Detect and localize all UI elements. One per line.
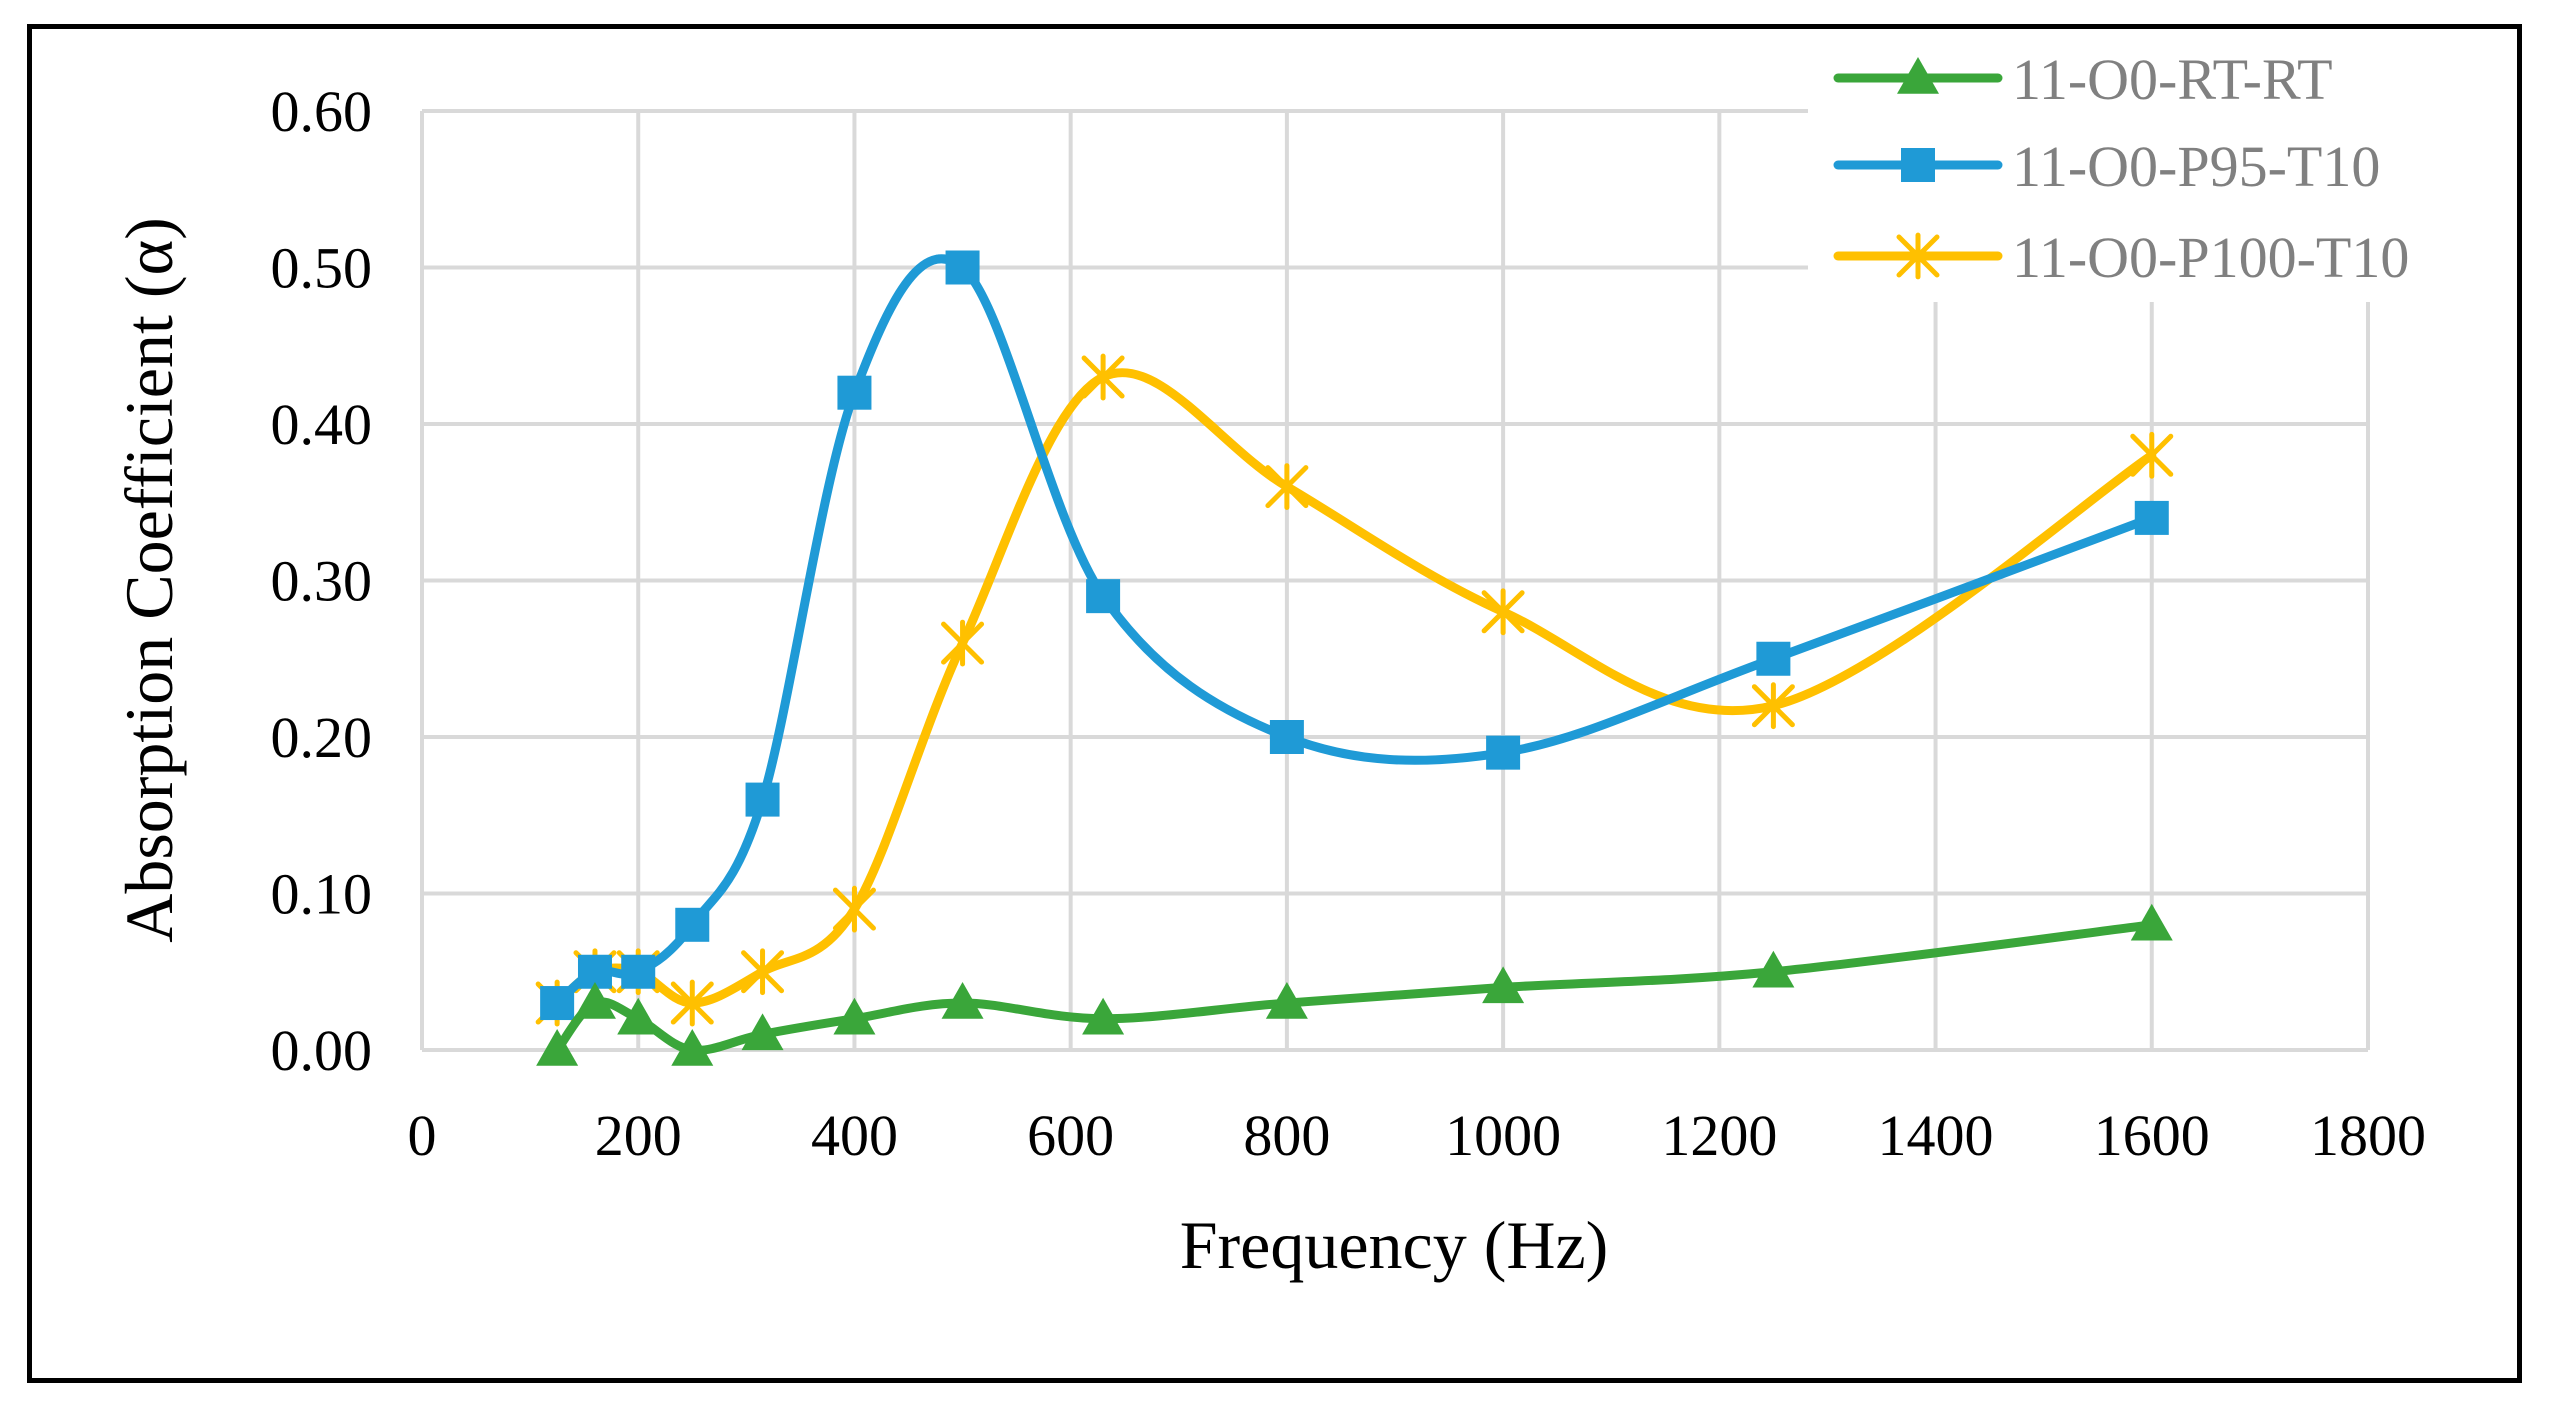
- x-tick-label: 400: [811, 1103, 898, 1168]
- data-point-triangle: [671, 1029, 714, 1066]
- y-tick-label: 0.50: [271, 236, 373, 301]
- data-point-star: [1481, 588, 1525, 636]
- legend-label: 11-O0-RT-RT: [2012, 47, 2333, 112]
- data-point-triangle: [536, 1029, 579, 1066]
- series-line: [552, 920, 2157, 1055]
- data-point-triangle: [833, 997, 876, 1035]
- data-point-triangle: [1265, 982, 1308, 1019]
- data-point-triangle: [741, 1013, 784, 1051]
- data-point-star: [670, 979, 714, 1027]
- data-point-triangle: [1752, 950, 1795, 988]
- y-tick-label: 0.60: [271, 79, 373, 144]
- legend-label: 11-O0-P95-T10: [2012, 134, 2380, 199]
- data-point-square: [1756, 641, 1791, 676]
- legend-item: 11-O0-P100-T10: [1833, 225, 2409, 290]
- data-point-square: [1086, 579, 1121, 614]
- series-p100-t10: [535, 353, 2174, 1027]
- y-tick-label: 0.00: [271, 1018, 373, 1083]
- data-point-square: [945, 250, 980, 285]
- x-tick-label: 200: [595, 1103, 682, 1168]
- y-tick-label: 0.20: [271, 705, 373, 770]
- data-point-star: [1751, 682, 1795, 730]
- data-point-square: [1269, 720, 1304, 754]
- data-point-square: [837, 375, 872, 410]
- x-tick-label: 800: [1243, 1103, 1330, 1168]
- data-point-star: [1081, 353, 1125, 401]
- series-rt-rt: [536, 903, 2173, 1066]
- data-point-star: [2130, 431, 2174, 479]
- x-tick-labels: 0 200 400 600 800 1000 1200 1400 1600 1800: [408, 1103, 2427, 1168]
- data-point-star: [1265, 463, 1309, 510]
- y-tick-label: 0.10: [271, 862, 373, 927]
- data-point-triangle: [2130, 903, 2173, 941]
- y-axis-label: Absorption Coefficient (α): [111, 217, 187, 943]
- data-point-triangle: [573, 982, 616, 1019]
- series-p95-t10: [540, 250, 2169, 1021]
- x-tick-label: 0: [408, 1103, 437, 1168]
- y-tick-label: 0.30: [271, 549, 373, 614]
- data-point-star: [741, 948, 785, 996]
- data-point-square: [621, 954, 656, 989]
- data-point-square: [540, 986, 575, 1021]
- legend: 11-O0-RT-RT 11-O0-P95-T10 11-O0-P100-T10: [1808, 32, 2508, 302]
- x-tick-label: 1200: [1661, 1103, 1777, 1168]
- x-tick-label: 1000: [1445, 1103, 1561, 1168]
- data-point-star: [1896, 232, 1940, 280]
- data-point-square: [2134, 500, 2169, 535]
- legend-item: 11-O0-P95-T10: [1833, 134, 2380, 199]
- x-tick-label: 1800: [2310, 1103, 2426, 1168]
- x-tick-label: 1400: [1878, 1103, 1994, 1168]
- x-tick-label: 1600: [2094, 1103, 2210, 1168]
- y-tick-label: 0.40: [271, 392, 373, 457]
- data-point-star: [832, 885, 876, 933]
- data-point-triangle: [1482, 966, 1525, 1004]
- series-group: [535, 250, 2174, 1066]
- data-point-triangle: [941, 982, 984, 1019]
- legend-label: 11-O0-P100-T10: [2012, 225, 2409, 290]
- x-axis-label: Frequency (Hz): [1180, 1207, 1609, 1283]
- data-point-triangle: [1897, 57, 1939, 94]
- data-point-square: [675, 907, 710, 942]
- data-point-triangle: [617, 997, 660, 1035]
- data-point-triangle: [1082, 997, 1125, 1035]
- series-line: [552, 368, 2157, 1008]
- data-point-square: [1901, 148, 1935, 182]
- x-tick-label: 600: [1027, 1103, 1114, 1168]
- data-point-star: [941, 619, 985, 667]
- y-tick-labels: 0.00 0.10 0.20 0.30 0.40 0.50 0.60: [271, 79, 373, 1083]
- data-point-square: [1486, 735, 1521, 770]
- legend-item: 11-O0-RT-RT: [1833, 47, 2333, 112]
- data-point-square: [745, 782, 780, 817]
